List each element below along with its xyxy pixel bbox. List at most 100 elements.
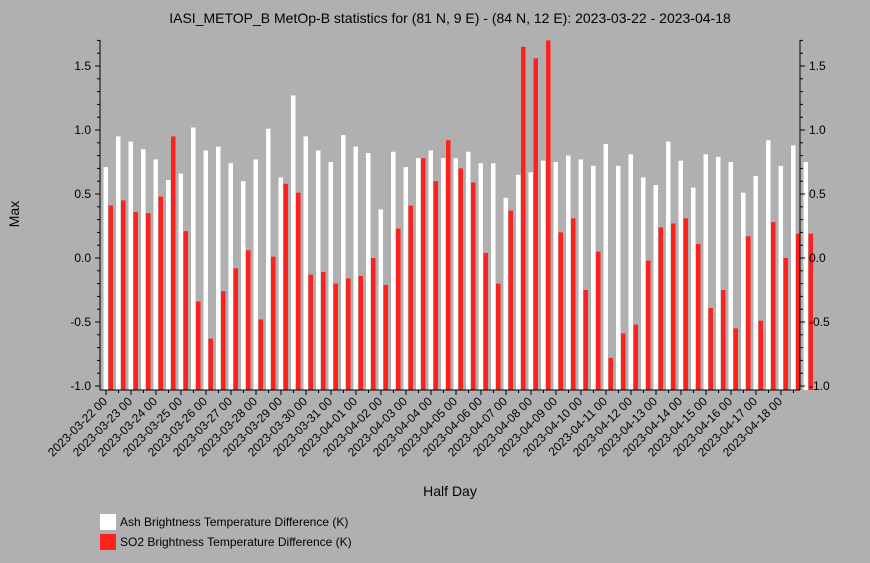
ash-bar-11	[241, 181, 246, 390]
ash-bar-18	[328, 162, 333, 390]
ash-bar-56	[803, 162, 808, 390]
so2-bar-24	[408, 205, 413, 390]
so2-bar-19	[346, 278, 351, 390]
ash-bar-19	[341, 135, 346, 390]
y-tick-label-left: 1.5	[74, 59, 91, 73]
so2-bar-46	[683, 218, 688, 390]
ash-bar-38	[578, 159, 583, 390]
ash-bar-34	[528, 172, 533, 390]
y-tick-label-right: 1.0	[809, 123, 826, 137]
ash-bar-30	[478, 163, 483, 390]
ash-bar-4	[153, 159, 158, 390]
ash-bar-24	[403, 167, 408, 390]
so2-bar-15	[296, 192, 301, 390]
ash-bar-12	[253, 159, 258, 390]
ash-bar-37	[566, 155, 571, 390]
ash-bar-0	[103, 167, 108, 390]
ash-bar-28	[453, 158, 458, 390]
ash-bar-20	[353, 146, 358, 390]
so2-bar-50	[733, 328, 738, 390]
ash-bar-22	[378, 209, 383, 390]
so2-bar-51	[746, 236, 751, 390]
x-axis-label: Half Day	[423, 483, 477, 499]
so2-bar-56	[808, 233, 813, 390]
ash-bar-16	[303, 136, 308, 390]
ash-bar-21	[366, 153, 371, 390]
ash-bar-35	[541, 160, 546, 390]
so2-bar-31	[496, 283, 501, 390]
ash-bar-45	[666, 141, 671, 390]
so2-bar-12	[258, 319, 263, 390]
ash-bar-40	[603, 144, 608, 390]
y-tick-label-right: -0.5	[809, 315, 830, 329]
so2-bar-28	[458, 168, 463, 390]
ash-bar-47	[691, 187, 696, 390]
y-tick-label-left: 0.0	[74, 251, 91, 265]
legend-label-ash: Ash Brightness Temperature Difference (K…	[120, 515, 349, 529]
y-tick-label-right: 0.5	[809, 187, 826, 201]
ash-bar-8	[203, 150, 208, 390]
ash-bar-2	[128, 141, 133, 390]
so2-bar-0	[108, 205, 113, 390]
ash-bar-39	[591, 165, 596, 390]
so2-bar-17	[321, 272, 326, 390]
so2-bar-1	[121, 200, 126, 390]
legend-swatch-so2	[100, 534, 116, 550]
so2-bar-27	[446, 140, 451, 390]
so2-bar-6	[183, 231, 188, 390]
y-tick-label-left: 1.0	[74, 123, 91, 137]
so2-bar-22	[383, 284, 388, 390]
so2-bar-30	[483, 252, 488, 390]
ash-bar-3	[141, 149, 146, 390]
so2-bar-21	[371, 258, 376, 390]
so2-bar-20	[358, 275, 363, 390]
so2-bar-13	[271, 256, 276, 390]
plot-area: -1.0 -1.0 -0.5 -0.5 0.0 0.0 0.5 0.5 1.0 1.0 1.5 1.5…	[45, 39, 830, 459]
so2-bar-45	[671, 223, 676, 390]
legend-item-ash: Ash Brightness Temperature Difference (K…	[100, 512, 352, 532]
legend-swatch-ash	[100, 514, 116, 530]
ash-bar-15	[291, 95, 296, 390]
ash-bar-5	[166, 179, 171, 390]
so2-bar-37	[571, 218, 576, 390]
ash-bar-33	[516, 174, 521, 390]
so2-bar-40	[608, 357, 613, 390]
ash-bar-43	[641, 177, 646, 390]
ash-bar-1	[116, 136, 121, 390]
legend-label-so2: SO2 Brightness Temperature Difference (K…	[120, 535, 352, 549]
ash-bar-23	[391, 151, 396, 390]
ash-bar-54	[778, 165, 783, 390]
so2-bar-36	[558, 232, 563, 390]
so2-bar-14	[283, 183, 288, 390]
ash-bar-36	[553, 162, 558, 390]
so2-bar-55	[796, 233, 801, 390]
legend: Ash Brightness Temperature Difference (K…	[100, 512, 352, 552]
so2-bar-35	[546, 40, 551, 391]
legend-item-so2: SO2 Brightness Temperature Difference (K…	[100, 532, 352, 552]
y-tick-label-right: 0.0	[809, 251, 826, 265]
ash-bar-32	[503, 197, 508, 390]
ash-bar-6	[178, 173, 183, 390]
ash-bar-51	[741, 192, 746, 390]
ash-bar-49	[716, 156, 721, 390]
ash-bar-41	[616, 165, 621, 390]
so2-bar-38	[583, 290, 588, 390]
so2-bar-8	[208, 338, 213, 390]
so2-bar-16	[308, 274, 313, 390]
ash-bar-17	[316, 150, 321, 390]
so2-bar-54	[783, 258, 788, 390]
so2-bar-26	[433, 181, 438, 390]
ash-bar-26	[428, 150, 433, 390]
so2-bar-3	[146, 213, 151, 390]
so2-bar-44	[658, 227, 663, 390]
so2-bar-43	[646, 260, 651, 390]
ash-bar-10	[228, 163, 233, 390]
so2-bar-42	[633, 324, 638, 390]
ash-bar-9	[216, 146, 221, 390]
y-tick-label-right: 1.5	[809, 59, 826, 73]
ash-bar-44	[653, 185, 658, 390]
so2-bar-25	[421, 158, 426, 390]
y-tick-label-left: 0.5	[74, 187, 91, 201]
y-tick-label-right: -1.0	[809, 379, 830, 393]
